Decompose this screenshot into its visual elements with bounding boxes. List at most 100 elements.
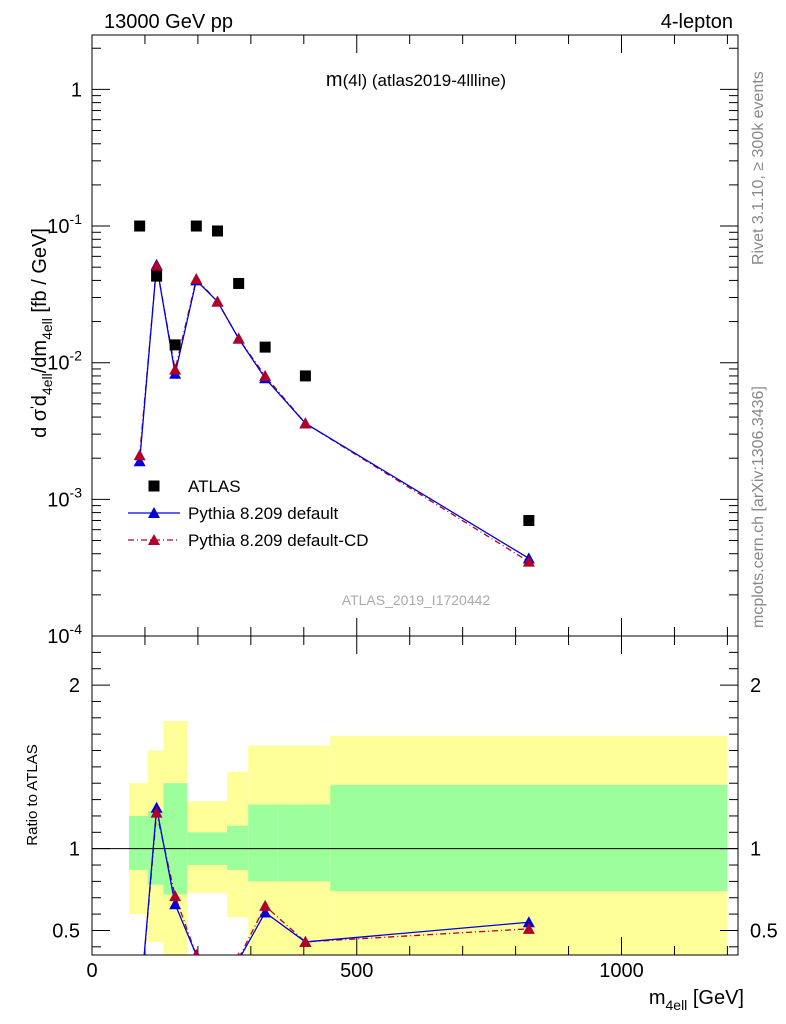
ratio-y-tick-label-left: 0.5	[52, 920, 80, 942]
ratio-point-default	[134, 1003, 146, 1014]
ratio-point-default	[169, 898, 182, 910]
main-y-tick-exponent: -2	[70, 348, 83, 364]
main-y-tick-label: 10-1	[47, 211, 82, 238]
ylabel-part-1: ʹ	[27, 406, 43, 409]
main-point-default-cd	[232, 332, 245, 344]
green-band-2	[163, 783, 188, 895]
ratio-point-default-cd	[193, 949, 200, 955]
main-y-tick-base: 10	[47, 626, 69, 648]
main-point-default-cd	[299, 417, 312, 429]
ratio-y-tick-label-right: 2	[750, 675, 761, 697]
ylabel-part-4: /dm	[29, 340, 51, 373]
uncertainty-bands	[129, 721, 728, 955]
main-point-atlas	[233, 277, 245, 289]
ylabel-part-6: [fb / GeV]	[29, 228, 51, 318]
main-y-tick-exponent: -4	[70, 621, 83, 637]
main-point-default-cd	[211, 295, 224, 307]
main-y-axis-ticks: 110-110-210-310-4	[47, 47, 738, 648]
header-energy-label: 13000 GeV pp	[104, 11, 233, 33]
main-plot-title-rest: (4l) (atlas2019-4llline)	[343, 71, 506, 90]
ratio-point-default-cd	[259, 899, 272, 911]
main-y-axis-label: d σʹd4ell/dm4ell [fb / GeV]	[27, 228, 55, 438]
green-band-5	[227, 825, 249, 870]
main-panel-series	[133, 220, 535, 567]
main-point-atlas	[190, 220, 202, 232]
ratio-point-default-cd	[237, 952, 241, 955]
ylabel-part-2: d	[29, 395, 51, 406]
ratio-y-tick-label-right: 0.5	[750, 920, 778, 942]
main-point-default-cd	[150, 259, 163, 271]
green-band-8	[330, 784, 728, 892]
ratio-point-default	[238, 953, 240, 955]
ratio-point-default-cd	[169, 890, 182, 902]
main-point-atlas	[523, 515, 535, 527]
ratio-point-default	[259, 906, 272, 918]
main-y-tick-label: 10-4	[47, 621, 82, 648]
ratio-y-tick-label-left: 1	[69, 839, 80, 861]
legend-marker-atlas	[148, 480, 160, 492]
main-point-default-cd	[259, 369, 272, 381]
legend: ATLAS Pythia 8.209 default Pythia 8.209 de…	[128, 477, 369, 550]
main-point-default-cd	[133, 449, 146, 461]
main-point-default	[133, 455, 146, 467]
ratio-point-default	[522, 916, 535, 928]
main-y-tick-exponent: -3	[70, 484, 83, 500]
xlabel-m: m	[649, 987, 666, 1009]
legend-label-1: Pythia 8.209 default	[188, 504, 339, 523]
xlabel-unit: [GeV]	[687, 987, 744, 1009]
ylabel-part-0: d σ	[29, 408, 51, 438]
ratio-y-axis-label: Ratio to ATLAS	[24, 744, 41, 845]
ratio-y-tick-label-left: 2	[69, 675, 80, 697]
ratio-point-default-cd	[211, 957, 223, 968]
rivet-version-label: Rivet 3.1.10, ≥ 300k events	[750, 71, 767, 265]
main-point-atlas	[299, 370, 311, 382]
mcplots-reference-label: mcplots.cern.ch [arXiv:1306.3436]	[750, 386, 767, 628]
header-process-label: 4-lepton	[661, 11, 733, 33]
ratio-x-tick-label: 500	[340, 960, 373, 982]
ratio-y-tick-label-right: 1	[750, 839, 761, 861]
ratio-point-default-cd	[522, 922, 535, 934]
main-x-axis-ticks	[91, 35, 728, 636]
main-y-tick-label: 1	[71, 79, 82, 101]
xlabel-sub: 4ell	[666, 997, 688, 1013]
main-point-atlas	[151, 270, 163, 282]
main-y-tick-base: 10	[47, 353, 69, 375]
main-point-atlas	[169, 339, 181, 351]
main-point-atlas	[134, 220, 146, 232]
green-band-7	[277, 804, 331, 882]
analysis-watermark: ATLAS_2019_I1720442	[342, 592, 491, 608]
legend-marker-1	[148, 507, 160, 518]
green-band-6	[248, 804, 278, 882]
main-plot-title: m(4l) (atlas2019-4llline)	[326, 69, 506, 91]
ratio-panel-frame	[91, 635, 739, 956]
ylabel-part-3: 4ell	[39, 373, 55, 395]
main-y-tick-base: 10	[47, 216, 69, 238]
legend-label-0: ATLAS	[188, 477, 241, 496]
ylabel-part-5: 4ell	[39, 318, 55, 340]
main-point-default-cd	[522, 555, 535, 567]
ratio-point-default	[211, 957, 223, 968]
ratio-x-tick-label: 0	[86, 960, 97, 982]
main-y-tick-label: 10-2	[47, 348, 82, 375]
ratio-point-default-cd	[134, 1003, 146, 1014]
x-axis-label: m4ell [GeV]	[649, 987, 744, 1013]
ratio-panel-series	[134, 801, 535, 1014]
green-band-0	[129, 815, 148, 870]
main-y-tick-label: 10-3	[47, 484, 82, 511]
ratio-x-tick-label: 1000	[599, 960, 644, 982]
main-y-tick-exponent: -1	[70, 211, 83, 227]
main-plot-title-m: m	[326, 69, 343, 91]
ratio-line-default	[143, 807, 529, 955]
ratio-point-default-cd	[150, 806, 163, 818]
main-y-tick-base: 10	[47, 489, 69, 511]
main-point-atlas	[259, 341, 271, 353]
legend-marker-2	[148, 534, 160, 545]
main-y-tick-base: 1	[71, 79, 82, 101]
main-point-atlas	[211, 225, 223, 237]
main-point-default-cd	[169, 363, 182, 375]
legend-label-2: Pythia 8.209 default-CD	[188, 531, 369, 550]
ratio-y-axis-ticks: 0.5 0.5 1 1 2 2	[52, 651, 778, 948]
ratio-point-default-cd	[299, 935, 312, 947]
main-point-default-cd	[190, 272, 203, 284]
